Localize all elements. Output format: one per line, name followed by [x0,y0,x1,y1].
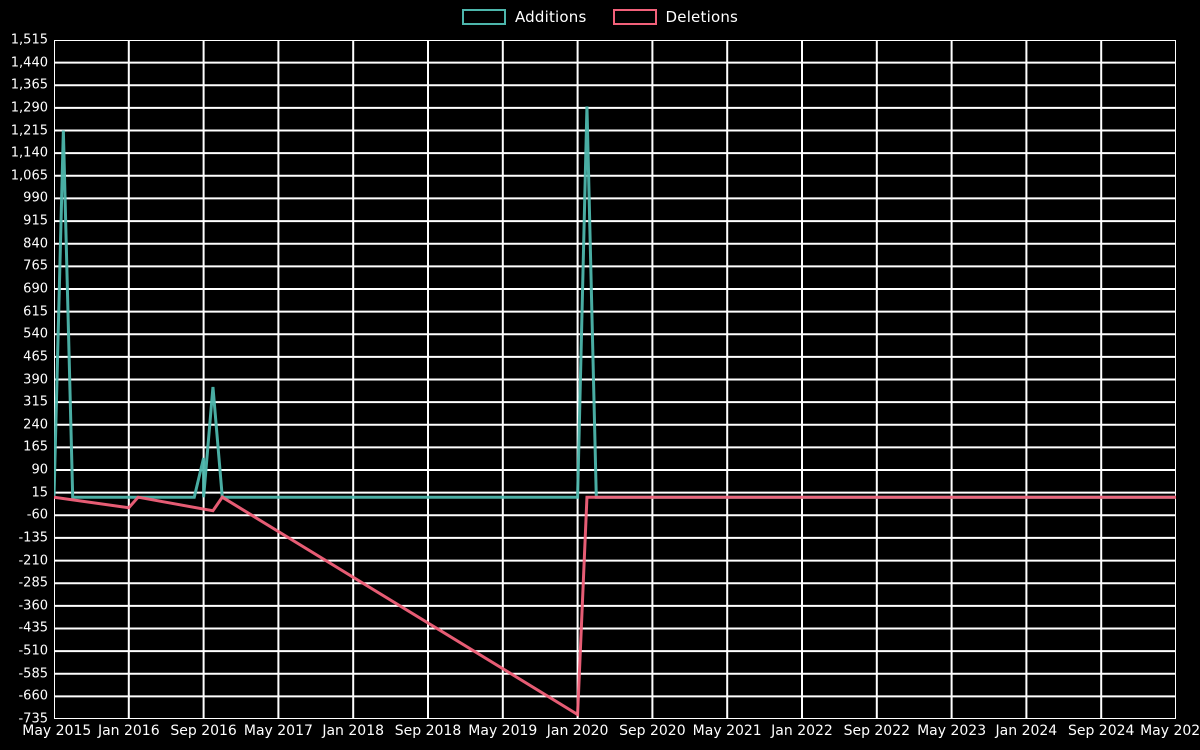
y-tick-label: 1,290 [10,100,48,116]
y-tick-label: -435 [18,620,48,636]
legend-item-additions[interactable]: Additions [461,7,587,26]
legend-item-deletions[interactable]: Deletions [612,7,739,26]
y-tick-label: 990 [23,190,48,206]
x-tick-label: Sep 2018 [394,723,462,739]
y-tick-label: 915 [23,213,48,229]
series-line-deletions [54,495,1176,718]
x-tick-label: May 2021 [692,723,762,739]
series-line-additions [54,106,1176,499]
y-tick-label: 1,365 [10,77,48,93]
y-tick-label: 840 [23,236,48,252]
grid-layer [54,40,1176,719]
y-tick-label: 465 [23,349,48,365]
y-tick-label: 390 [23,372,48,387]
legend-swatch-additions [461,9,506,25]
y-tick-label: -210 [18,553,48,569]
y-tick-label: -585 [18,666,48,682]
x-tick-label: Jan 2016 [97,723,160,739]
y-axis: 1,515 1,440 1,365 1,290 1,215 1,140 1,065 990 91… [0,0,48,750]
x-tick-label: May 2025 [1140,723,1200,739]
x-axis: May 2015 Jan 2016 Sep 2016 May 2017 Jan 2018… [0,722,1200,750]
x-tick-label: Jan 2020 [546,723,609,739]
x-tick-label: May 2019 [468,723,538,739]
legend-label-deletions: Deletions [665,7,739,26]
y-tick-label: 315 [23,394,48,410]
y-tick-label: 765 [23,258,48,274]
y-tick-label: -660 [18,688,48,704]
x-tick-label: Jan 2018 [322,723,385,739]
x-tick-label: Sep 2020 [619,723,686,739]
y-tick-label: -285 [18,575,48,591]
y-tick-label: 690 [23,281,48,297]
series-layer [54,106,1176,718]
y-tick-label: 1,515 [10,32,48,48]
x-tick-label: Jan 2022 [771,723,833,739]
y-tick-label: -735 [18,711,48,727]
y-tick-label: 240 [23,417,48,433]
y-tick-label: 165 [23,439,48,455]
y-tick-label: 1,440 [10,55,48,71]
y-tick-label: 1,215 [10,123,48,139]
y-tick-label: 1,065 [10,168,48,184]
y-tick-label: -135 [18,530,48,546]
y-tick-label: 540 [23,326,48,342]
legend-swatch-deletions [612,9,657,25]
y-tick-label: -360 [18,598,48,614]
y-tick-label: 1,140 [10,145,48,161]
x-tick-label: May 2015 [22,723,92,739]
y-tick-label: -60 [26,507,48,523]
x-tick-label: May 2017 [243,723,313,739]
y-tick-label: 90 [31,462,48,478]
chart-legend: Additions Deletions [0,0,1200,34]
x-tick-label: Sep 2022 [843,723,911,739]
legend-label-additions: Additions [514,7,587,26]
x-tick-label: Sep 2016 [170,723,237,739]
y-tick-label: 615 [23,304,48,320]
y-tick-label: -510 [18,643,48,659]
x-tick-label: May 2023 [917,723,987,739]
y-tick-label: 15 [31,485,48,501]
plot-area [54,40,1176,719]
x-tick-label: Sep 2024 [1067,723,1135,739]
x-tick-label: Jan 2024 [995,723,1058,739]
